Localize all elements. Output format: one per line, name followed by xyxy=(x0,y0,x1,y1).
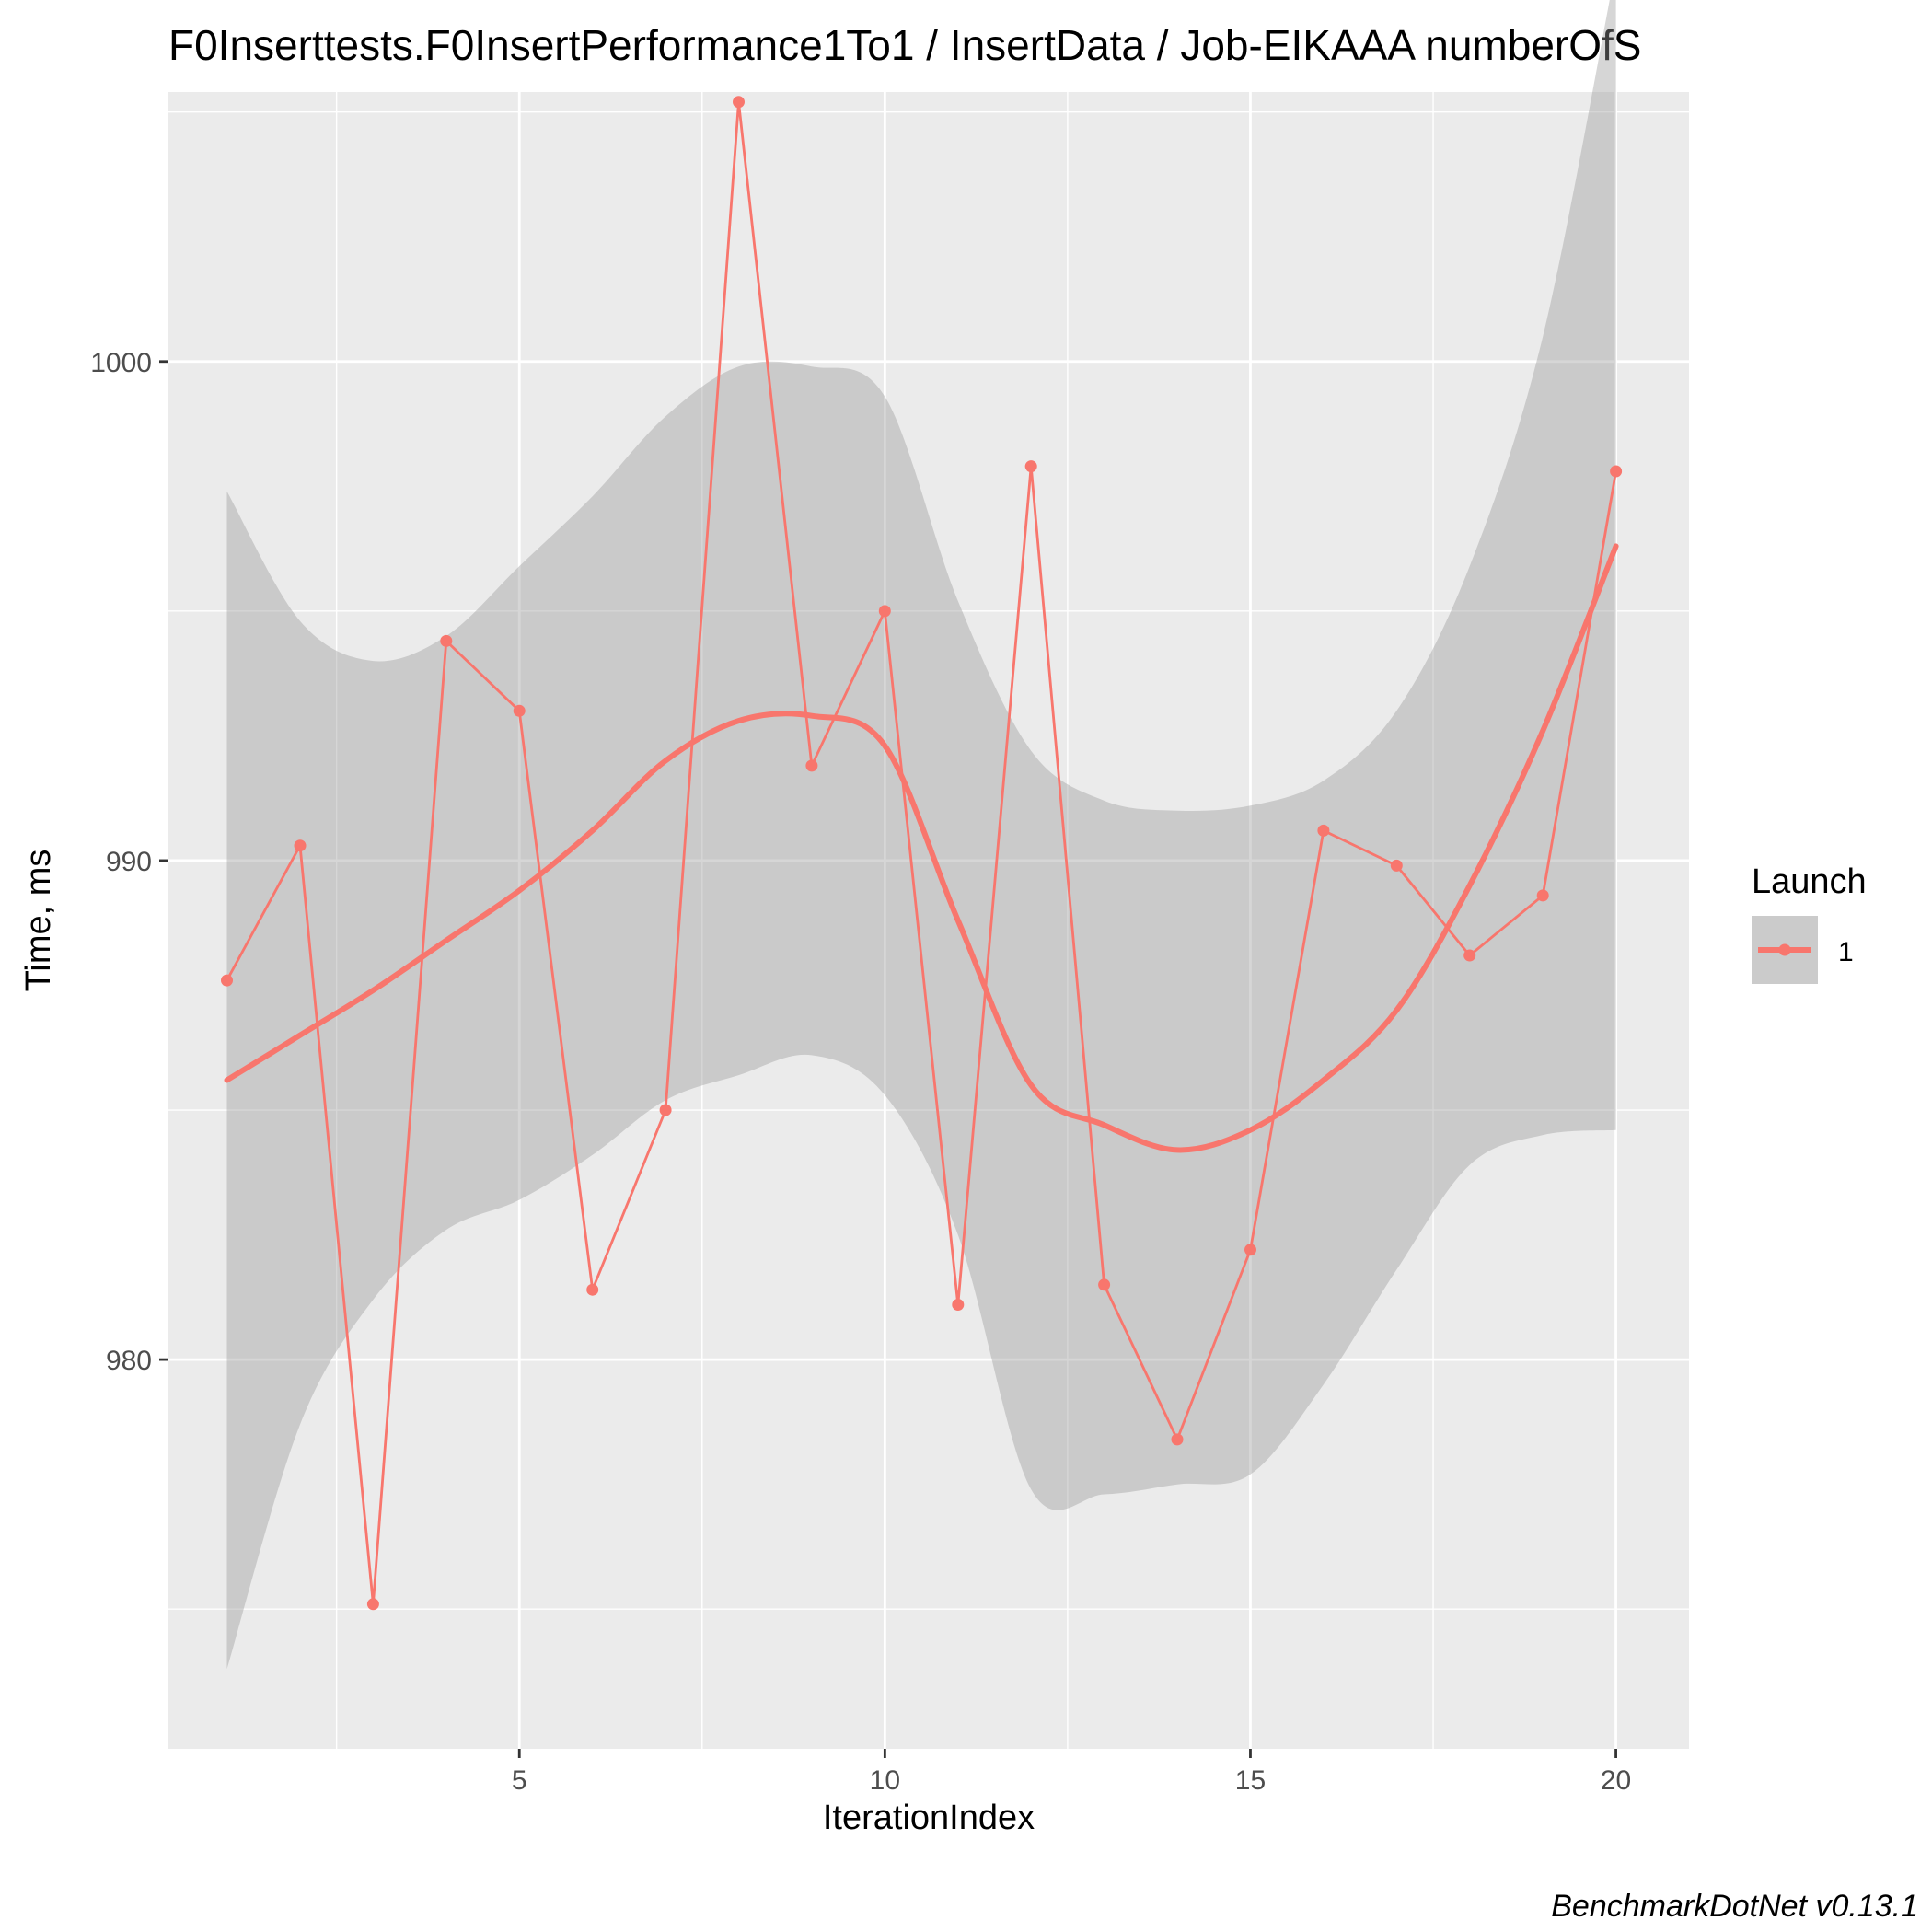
x-tick-label: 20 xyxy=(1601,1765,1631,1796)
y-tick-label: 980 xyxy=(106,1346,152,1376)
data-point xyxy=(586,1283,599,1296)
series-line-launch-1 xyxy=(226,100,1617,1606)
caption: BenchmarkDotNet v0.13.1 xyxy=(1551,1889,1918,1924)
data-point xyxy=(1390,859,1403,872)
legend: Launch 1 xyxy=(1752,862,1867,984)
points-layer xyxy=(221,96,1623,1611)
x-axis-title: IterationIndex xyxy=(823,1799,1035,1837)
data-point xyxy=(1171,1433,1184,1446)
y-axis-ticks: 980 990 1000 xyxy=(90,348,168,1376)
x-tick-label: 5 xyxy=(512,1765,527,1796)
data-point xyxy=(952,1299,965,1311)
x-tick-label: 10 xyxy=(870,1765,900,1796)
data-point xyxy=(440,634,453,647)
x-axis-ticks: 5 10 15 20 xyxy=(512,1749,1631,1796)
legend-key-point xyxy=(1778,943,1791,956)
data-point xyxy=(294,839,307,852)
data-point xyxy=(659,1104,672,1116)
legend-title: Launch xyxy=(1752,862,1867,901)
data-point xyxy=(1463,949,1476,962)
series-layer xyxy=(226,100,1617,1606)
chart-title: F0Inserttests.F0InsertPerformance1To1 / … xyxy=(168,21,1641,69)
data-point xyxy=(1024,460,1037,473)
data-point xyxy=(1098,1278,1111,1291)
confidence-band-layer xyxy=(226,0,1616,1670)
y-tick-label: 1000 xyxy=(90,348,152,378)
data-point xyxy=(221,974,233,987)
y-tick-label: 990 xyxy=(106,847,152,877)
data-point xyxy=(805,759,818,772)
x-tick-label: 15 xyxy=(1235,1765,1266,1796)
smooth-fit-line xyxy=(224,543,1619,1153)
data-point xyxy=(878,605,891,618)
plot-background xyxy=(168,92,1689,1749)
data-point xyxy=(733,96,745,109)
data-point xyxy=(1317,824,1330,837)
data-point xyxy=(366,1598,379,1611)
confidence-band xyxy=(226,0,1616,1670)
data-point xyxy=(513,704,526,717)
grid-major xyxy=(168,92,1689,1749)
legend-entry-label: 1 xyxy=(1838,937,1854,967)
data-point xyxy=(1610,465,1623,478)
y-axis-title: Time, ms xyxy=(19,850,58,992)
smooth-layer xyxy=(224,543,1619,1153)
grid-minor xyxy=(168,92,1689,1749)
data-point xyxy=(1244,1244,1256,1256)
data-point xyxy=(1536,889,1549,902)
